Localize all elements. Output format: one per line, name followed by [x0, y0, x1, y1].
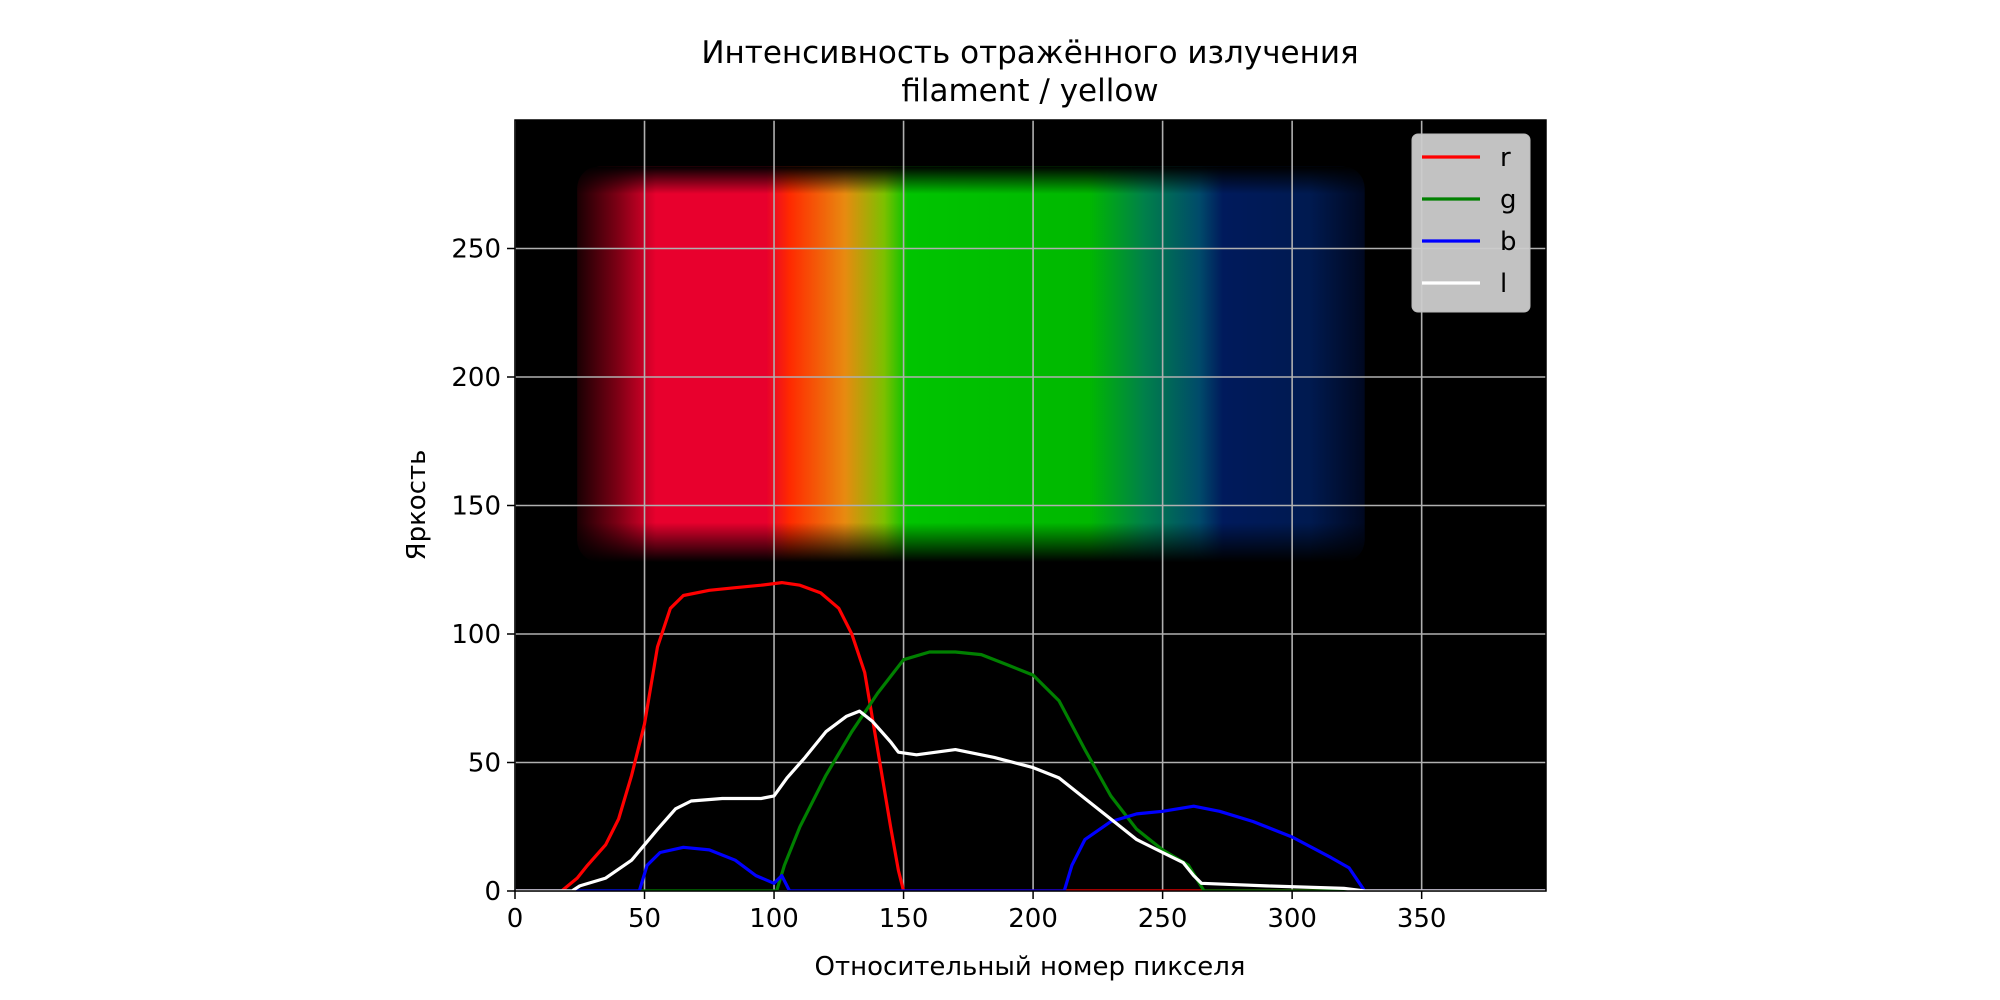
legend-label-r: r [1500, 143, 1511, 173]
series-line-g [515, 650, 1546, 891]
y-tick-label: 0 [484, 877, 501, 907]
chart-subtitle: filament / yellow [901, 73, 1158, 109]
ticks: 0 50 100 150 200 250 300 350 0 50 100 150 200 250 [451, 235, 1446, 935]
x-tick-label: 300 [1267, 904, 1317, 934]
y-tick-label: 250 [451, 235, 501, 265]
y-axis-label: Яркость [402, 450, 432, 561]
y-tick-label: 150 [451, 492, 501, 522]
legend-label-b: b [1500, 227, 1517, 257]
series-lines [515, 581, 1546, 891]
legend-label-g: g [1500, 185, 1517, 215]
spectrum-fade [577, 166, 1365, 563]
x-tick-label: 350 [1397, 904, 1447, 934]
series-line-l [515, 709, 1546, 891]
y-tick-label: 50 [468, 749, 501, 779]
x-tick-label: 250 [1138, 904, 1188, 934]
chart-title: Интенсивность отражённого излучения [701, 35, 1358, 71]
x-axis-label: Относительный номер пикселя [815, 952, 1246, 982]
x-tick-label: 50 [628, 904, 661, 934]
x-tick-label: 200 [1008, 904, 1058, 934]
x-tick-label: 150 [879, 904, 929, 934]
legend-label-l: l [1500, 269, 1507, 299]
x-tick-label: 100 [749, 904, 799, 934]
spectrum-image [577, 166, 1365, 563]
series-line-b [515, 804, 1546, 891]
x-tick-label: 0 [507, 904, 524, 934]
legend-box [1411, 133, 1531, 313]
y-tick-label: 100 [451, 620, 501, 650]
series-line-r [515, 581, 1546, 891]
y-tick-label: 200 [451, 363, 501, 393]
